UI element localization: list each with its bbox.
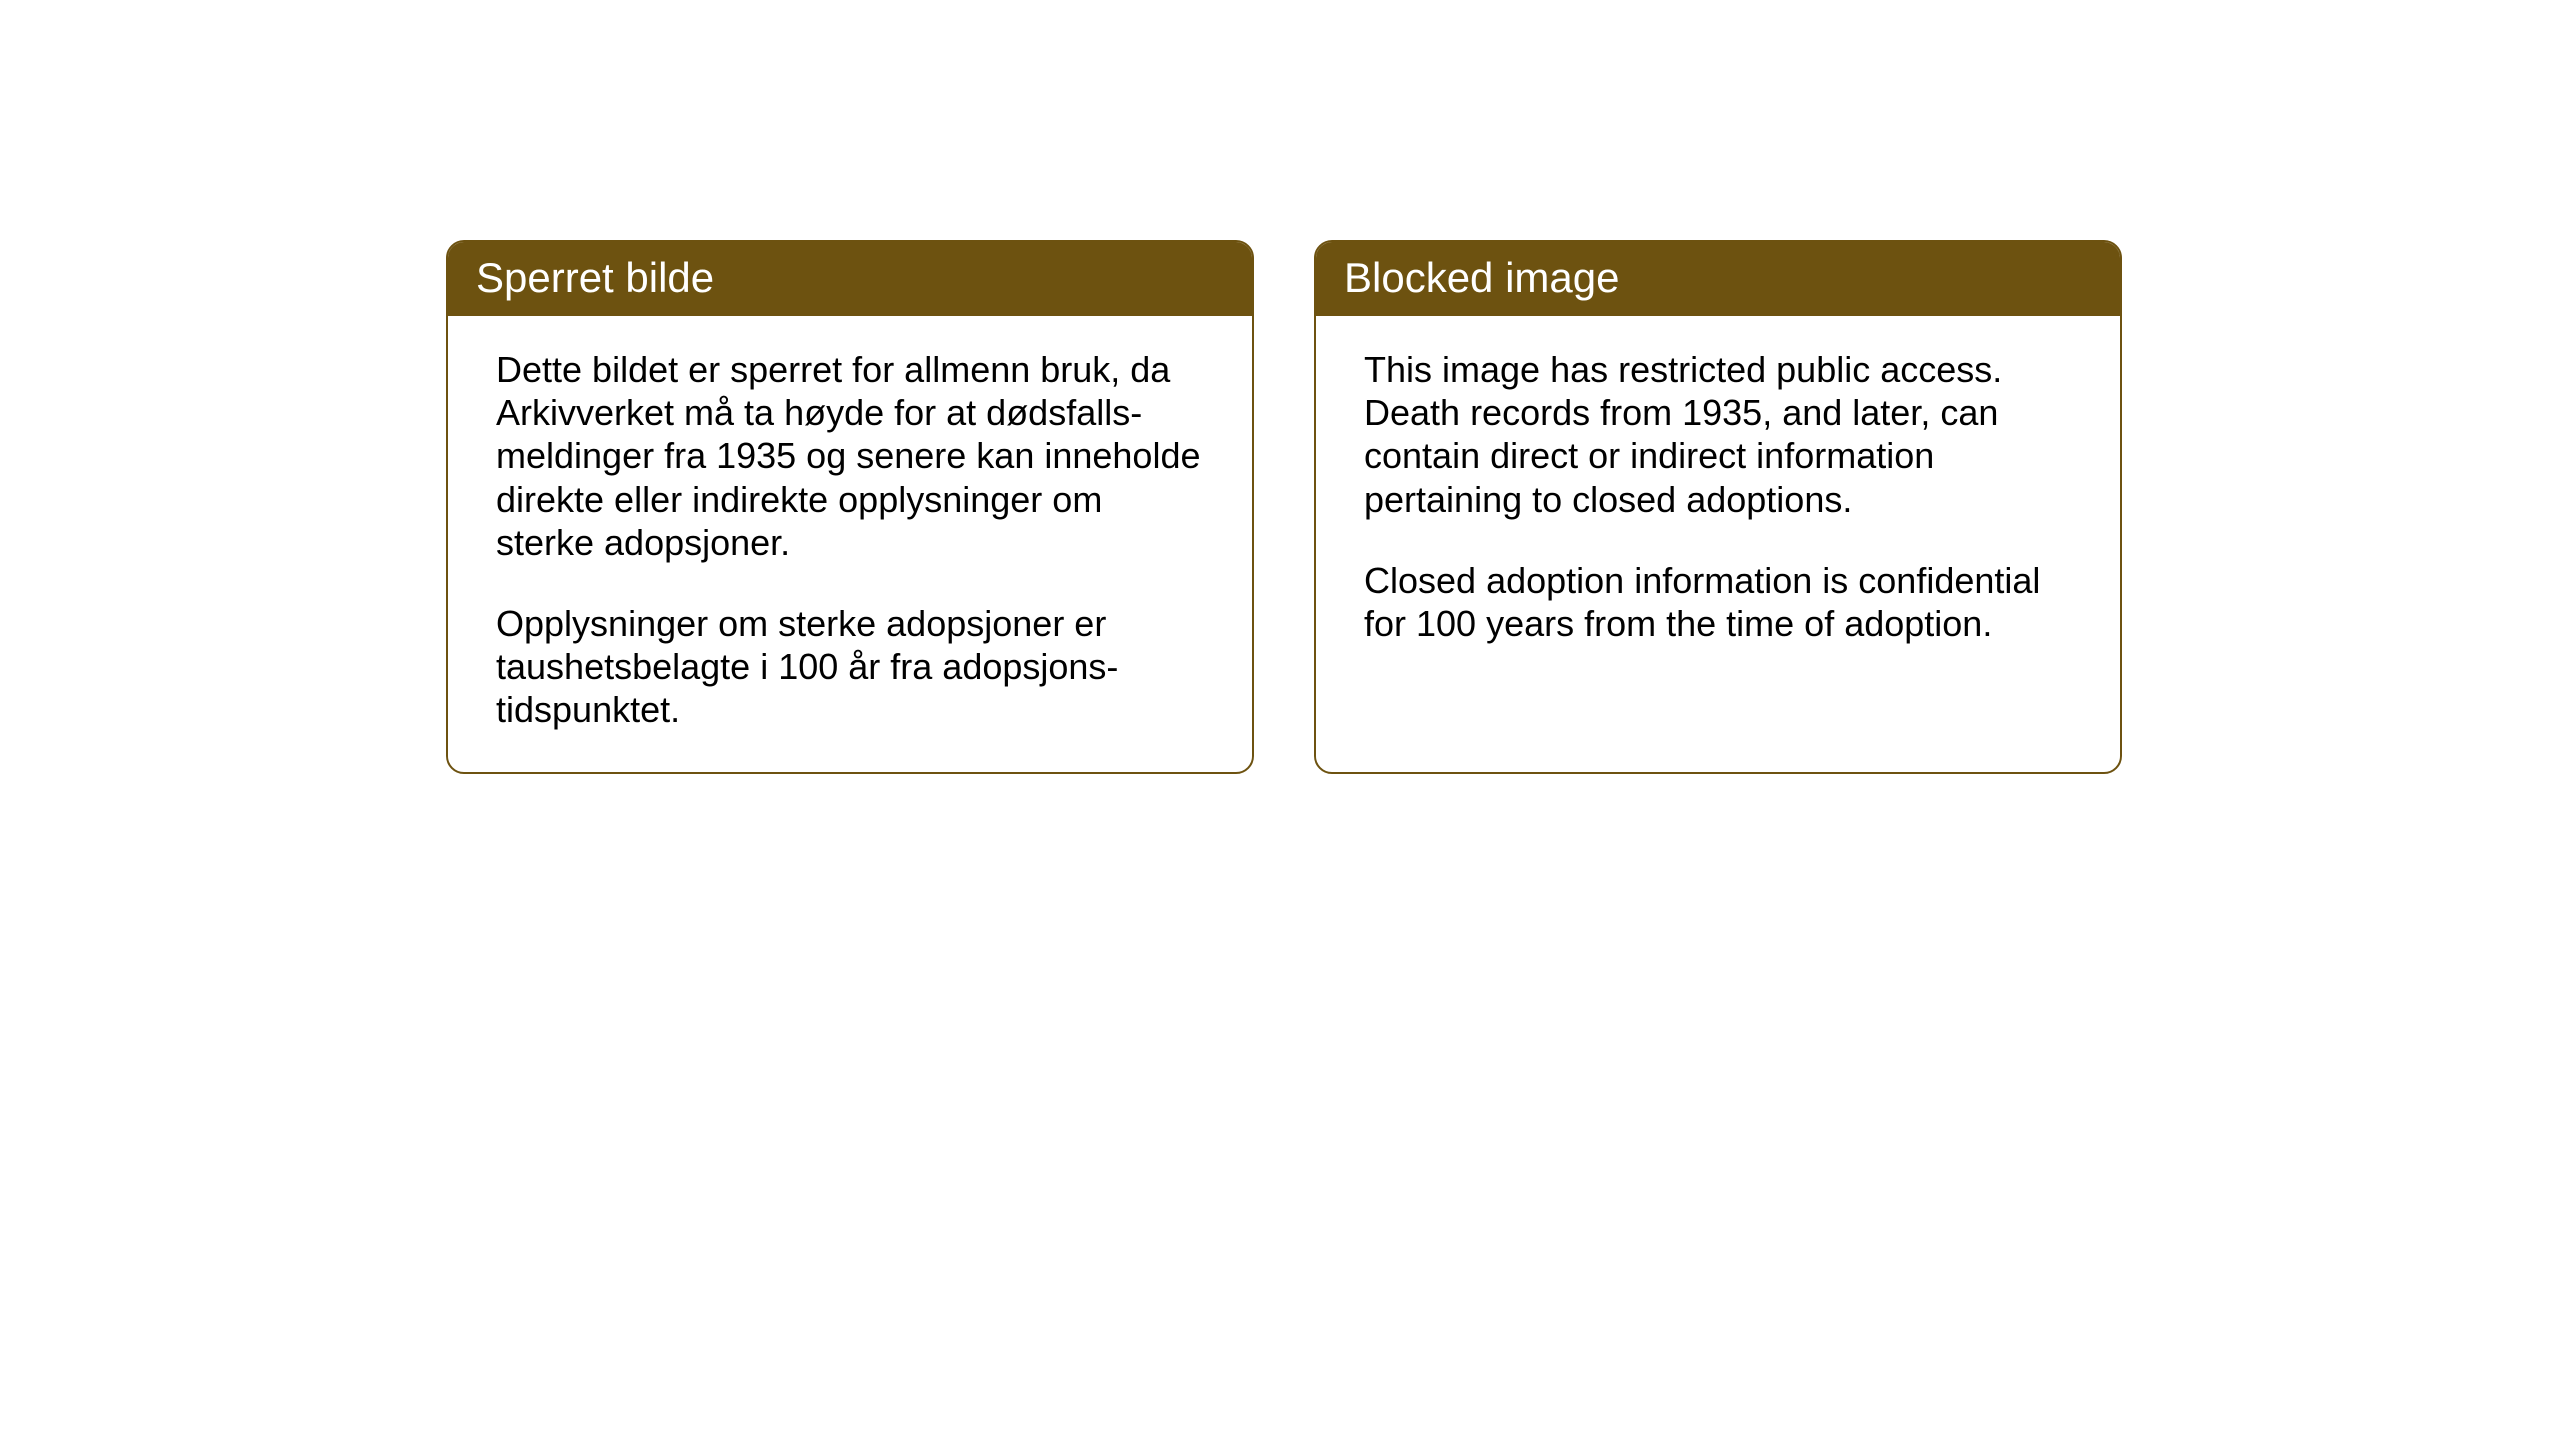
- card-paragraph: Closed adoption information is confident…: [1364, 559, 2072, 645]
- card-paragraph: This image has restricted public access.…: [1364, 348, 2072, 521]
- card-body-norwegian: Dette bildet er sperret for allmenn bruk…: [448, 316, 1252, 772]
- card-header-norwegian: Sperret bilde: [448, 242, 1252, 316]
- notice-card-english: Blocked image This image has restricted …: [1314, 240, 2122, 774]
- notice-cards-container: Sperret bilde Dette bildet er sperret fo…: [446, 240, 2122, 774]
- card-title-norwegian: Sperret bilde: [476, 254, 714, 301]
- card-paragraph: Dette bildet er sperret for allmenn bruk…: [496, 348, 1204, 564]
- card-body-english: This image has restricted public access.…: [1316, 316, 2120, 756]
- notice-card-norwegian: Sperret bilde Dette bildet er sperret fo…: [446, 240, 1254, 774]
- card-paragraph: Opplysninger om sterke adopsjoner er tau…: [496, 602, 1204, 732]
- card-header-english: Blocked image: [1316, 242, 2120, 316]
- card-title-english: Blocked image: [1344, 254, 1619, 301]
